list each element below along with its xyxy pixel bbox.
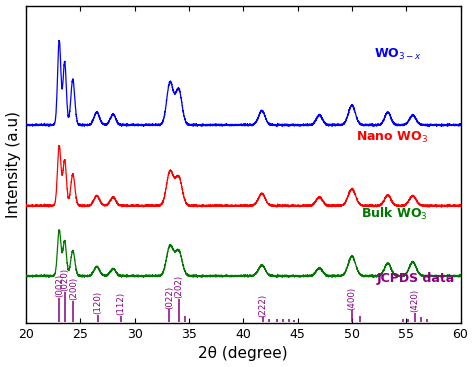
Text: (202): (202): [175, 275, 184, 298]
Text: Bulk WO$_3$: Bulk WO$_3$: [361, 206, 428, 222]
X-axis label: 2θ (degree): 2θ (degree): [199, 346, 288, 361]
Text: WO$_{3-x}$: WO$_{3-x}$: [374, 47, 422, 62]
Text: (420): (420): [410, 289, 419, 312]
Text: (222): (222): [258, 294, 267, 317]
Text: (002): (002): [55, 274, 64, 297]
Text: Nano WO$_3$: Nano WO$_3$: [356, 130, 428, 145]
Text: (112): (112): [117, 292, 126, 315]
Text: (022): (022): [165, 286, 174, 309]
Text: (200): (200): [69, 277, 78, 300]
Y-axis label: Intensity (a.u): Intensity (a.u): [6, 111, 20, 218]
Text: (120): (120): [93, 291, 102, 314]
Text: JCPDS data: JCPDS data: [377, 272, 455, 285]
Text: (400): (400): [347, 287, 356, 310]
Text: (020): (020): [60, 268, 69, 291]
